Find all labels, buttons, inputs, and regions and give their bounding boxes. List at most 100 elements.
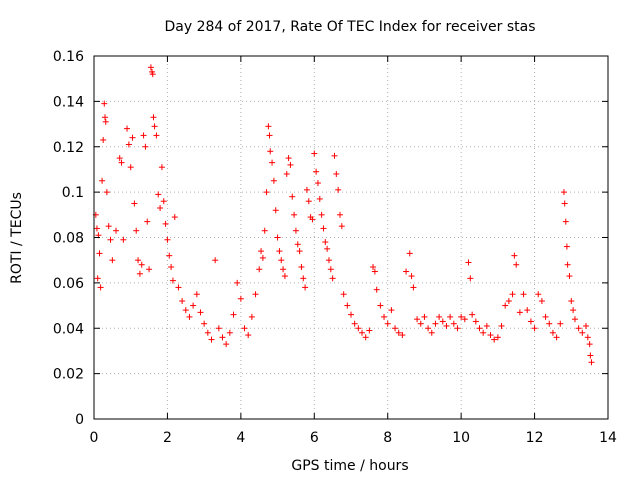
data-point	[305, 198, 312, 205]
data-point	[351, 320, 358, 327]
data-point	[410, 284, 417, 291]
data-point	[276, 248, 283, 255]
data-point	[366, 327, 373, 334]
data-point	[171, 214, 178, 221]
data-point	[480, 329, 487, 336]
data-point	[186, 313, 193, 320]
data-point	[535, 291, 542, 298]
data-point	[399, 332, 406, 339]
data-point	[425, 325, 432, 332]
data-point	[292, 227, 299, 234]
data-point	[338, 223, 345, 230]
data-point	[542, 313, 549, 320]
data-point	[408, 273, 415, 280]
data-point	[538, 298, 545, 305]
data-point	[381, 313, 388, 320]
data-point	[258, 248, 265, 255]
data-point	[575, 325, 582, 332]
data-point	[322, 239, 329, 246]
data-point	[182, 307, 189, 314]
data-point	[454, 325, 461, 332]
data-point	[403, 268, 410, 275]
data-point	[269, 159, 276, 166]
data-point	[136, 270, 143, 277]
data-point	[149, 71, 156, 78]
data-point	[336, 211, 343, 218]
data-point	[584, 334, 591, 341]
data-point	[259, 254, 266, 261]
data-point	[105, 223, 112, 230]
y-tick-label: 0.06	[53, 276, 84, 292]
data-point	[511, 252, 518, 259]
data-point	[505, 298, 512, 305]
data-point	[124, 125, 131, 132]
data-point	[571, 316, 578, 323]
x-axis-label: GPS time / hours	[291, 458, 408, 474]
data-point	[285, 155, 292, 162]
data-point	[298, 263, 305, 270]
data-point	[93, 225, 100, 232]
data-point	[546, 320, 553, 327]
data-point	[447, 313, 454, 320]
data-point	[524, 307, 531, 314]
data-point	[373, 286, 380, 293]
data-point	[102, 118, 109, 125]
data-point	[531, 325, 538, 332]
data-point	[245, 332, 252, 339]
data-point	[384, 320, 391, 327]
data-point	[160, 198, 167, 205]
data-point	[329, 275, 336, 282]
y-tick-label: 0.08	[53, 231, 84, 247]
data-point	[303, 186, 310, 193]
data-point	[469, 311, 476, 318]
data-point	[261, 227, 268, 234]
data-point	[265, 123, 272, 130]
data-point	[557, 320, 564, 327]
x-tick-labels: 0 2 4 6 8 10 12 14	[90, 430, 617, 446]
data-point	[272, 207, 279, 214]
data-point	[175, 284, 182, 291]
data-point	[313, 168, 320, 175]
y-axis-label: ROTI / TECUs	[9, 192, 25, 284]
grid-lines	[94, 56, 608, 419]
data-point	[226, 329, 233, 336]
data-point	[291, 211, 298, 218]
data-point	[582, 322, 589, 329]
data-point	[395, 329, 402, 336]
data-point	[414, 316, 421, 323]
data-point	[586, 341, 593, 348]
data-point	[223, 341, 230, 348]
x-tick-label: 6	[310, 430, 319, 446]
data-point	[421, 313, 428, 320]
data-point	[491, 336, 498, 343]
data-point	[318, 211, 325, 218]
data-point	[116, 155, 123, 162]
data-point	[289, 193, 296, 200]
data-point	[324, 245, 331, 252]
data-point	[333, 170, 340, 177]
data-point	[120, 236, 127, 243]
data-point	[461, 316, 468, 323]
data-point	[513, 261, 520, 268]
data-point	[212, 257, 219, 264]
data-point	[432, 320, 439, 327]
data-point	[370, 263, 377, 270]
data-point	[131, 200, 138, 207]
data-point	[561, 200, 568, 207]
data-point	[553, 334, 560, 341]
data-point	[335, 186, 342, 193]
x-tick-label: 14	[599, 430, 617, 446]
data-points	[92, 64, 595, 366]
data-point	[296, 248, 303, 255]
data-point	[388, 307, 395, 314]
data-point	[204, 329, 211, 336]
data-point	[568, 298, 575, 305]
data-point	[487, 332, 494, 339]
data-point	[166, 252, 173, 259]
data-point	[140, 132, 147, 139]
data-point	[566, 273, 573, 280]
data-point	[314, 180, 321, 187]
data-point	[549, 329, 556, 336]
data-point	[280, 266, 287, 273]
data-point	[248, 313, 255, 320]
